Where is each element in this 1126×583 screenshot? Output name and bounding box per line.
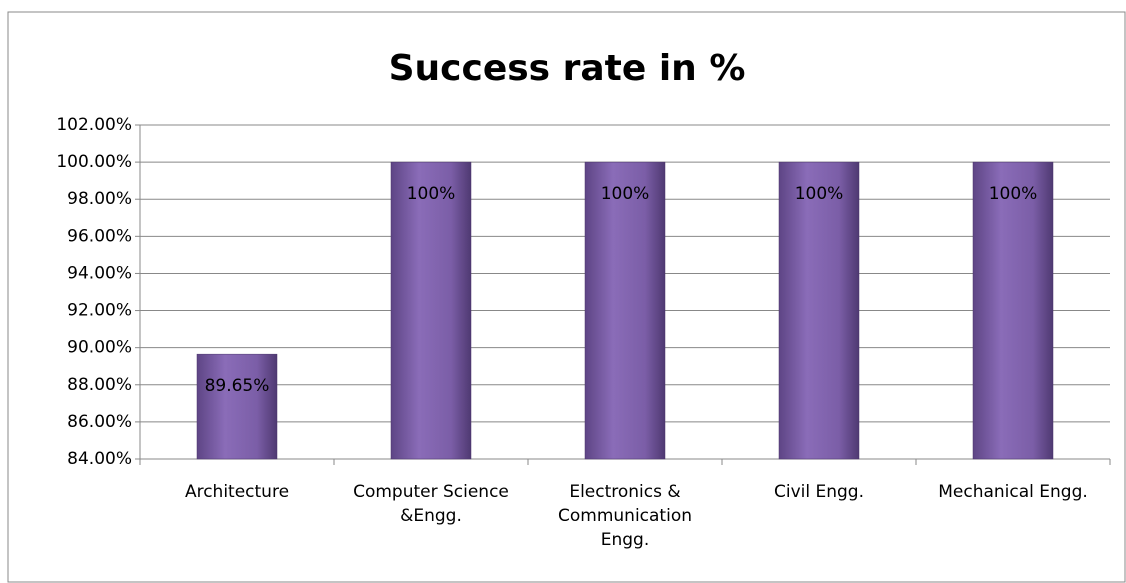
y-tick-label: 100.00% (56, 152, 132, 172)
data-label: 89.65% (205, 376, 270, 396)
x-tick-label: Electronics & Communication Engg. (558, 482, 692, 550)
y-tick-label: 88.00% (67, 375, 132, 395)
y-tick-label: 94.00% (67, 263, 132, 283)
chart-title: Success rate in % (389, 48, 746, 89)
y-tick-label: 96.00% (67, 226, 132, 246)
data-label: 100% (795, 184, 844, 204)
x-tick-label: Mechanical Engg. (938, 482, 1088, 502)
data-label: 100% (989, 184, 1038, 204)
y-tick-label: 86.00% (67, 412, 132, 432)
y-tick-label: 84.00% (67, 449, 132, 469)
bar (196, 353, 278, 460)
x-tick-label: Computer Science &Engg. (353, 482, 509, 526)
data-label: 100% (601, 184, 650, 204)
y-tick-label: 102.00% (56, 115, 132, 135)
bar (972, 161, 1054, 460)
chart-border (7, 11, 1126, 583)
y-tick-label: 92.00% (67, 301, 132, 321)
bar (584, 161, 666, 460)
x-tick-label: Civil Engg. (773, 482, 864, 502)
data-label: 100% (407, 184, 456, 204)
bar (778, 161, 860, 460)
y-tick-label: 98.00% (67, 189, 132, 209)
bar (390, 161, 472, 460)
y-tick-label: 90.00% (67, 338, 132, 358)
x-tick-label: Architecture (184, 482, 290, 502)
